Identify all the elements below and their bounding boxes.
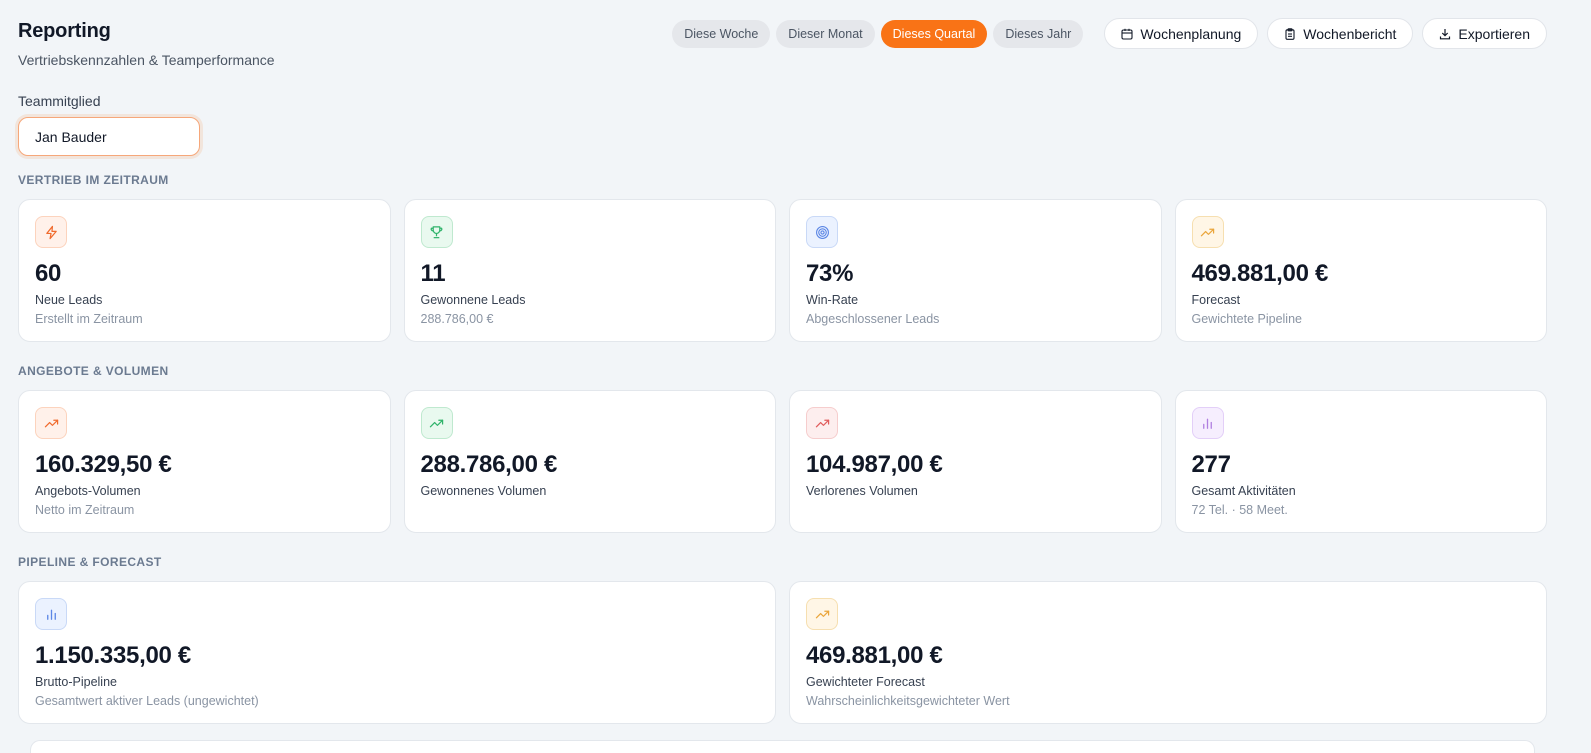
kpi-sub: Wahrscheinlichkeitsgewichteter Wert — [806, 694, 1010, 708]
trend-up-icon — [420, 407, 453, 439]
tab-dieses-jahr[interactable]: Dieses Jahr — [993, 19, 1084, 48]
sales-cards: 60 Neue Leads Erstellt im Zeitraum 11 Ge… — [18, 199, 1547, 342]
bar-chart-icon — [1191, 407, 1224, 439]
trend-up-icon — [1191, 216, 1224, 248]
period-tabs: Diese Woche Dieser Monat Dieses Quartal … — [672, 19, 1084, 48]
tab-diese-woche[interactable]: Diese Woche — [672, 19, 771, 48]
kpi-sub: Gesamtwert aktiver Leads (ungewichtet) — [35, 694, 259, 708]
section-label-pipeline: Pipeline & Forecast — [18, 555, 162, 569]
kpi-label: Win-Rate — [806, 293, 859, 307]
kpi-card-forecast: 469.881,00 € Forecast Gewichtete Pipelin… — [1174, 199, 1547, 342]
bar-chart-icon — [35, 598, 67, 630]
lightning-icon — [35, 216, 67, 248]
kpi-label: Neue Leads — [35, 293, 103, 307]
next-section-card — [30, 740, 1535, 753]
page-title: Reporting — [18, 20, 111, 42]
kpi-sub: 288.786,00 € — [420, 312, 494, 326]
kpi-sub: Abgeschlossener Leads — [806, 312, 940, 326]
kpi-card-activities: 277 Gesamt Aktivitäten 72 Tel. · 58 Meet… — [1174, 390, 1547, 533]
kpi-label: Verlorenes Volumen — [806, 484, 918, 498]
weekly-plan-label: Wochenplanung — [1140, 25, 1242, 42]
page-subtitle: Vertriebskennzahlen & Teamperformance — [18, 52, 275, 68]
trend-up-icon — [35, 407, 67, 439]
trend-up-icon — [806, 407, 838, 439]
kpi-value: 469.881,00 € — [1191, 260, 1329, 287]
kpi-sub: Netto im Zeitraum — [35, 503, 135, 517]
kpi-value: 469.881,00 € — [806, 642, 943, 669]
kpi-card-won-volume: 288.786,00 € Gewonnenes Volumen — [403, 390, 776, 533]
kpi-card-new-leads: 60 Neue Leads Erstellt im Zeitraum — [18, 199, 391, 342]
kpi-value: 104.987,00 € — [806, 451, 943, 478]
kpi-value: 288.786,00 € — [420, 451, 558, 478]
section-label-sales: Vertrieb im Zeitraum — [18, 173, 169, 187]
member-filter-label: Teammitglied — [18, 93, 101, 109]
kpi-label: Forecast — [1191, 293, 1241, 307]
export-label: Exportieren — [1458, 25, 1530, 42]
weekly-report-button[interactable]: Wochenbericht — [1267, 18, 1414, 49]
kpi-card-offer-volume: 160.329,50 € Angebots-Volumen Netto im Z… — [18, 390, 391, 533]
kpi-label: Gewonnenes Volumen — [420, 484, 547, 498]
target-icon — [806, 216, 838, 248]
kpi-sub: 72 Tel. · 58 Meet. — [1191, 503, 1288, 517]
trophy-icon — [420, 216, 453, 248]
weekly-report-label: Wochenbericht — [1303, 25, 1397, 42]
kpi-label: Gewonnene Leads — [420, 293, 526, 307]
kpi-card-weighted-forecast: 469.881,00 € Gewichteter Forecast Wahrsc… — [789, 581, 1547, 724]
kpi-card-gross-pipeline: 1.150.335,00 € Brutto-Pipeline Gesamtwer… — [18, 581, 776, 724]
kpi-value: 160.329,50 € — [35, 451, 172, 478]
kpi-label: Gesamt Aktivitäten — [1191, 484, 1296, 498]
kpi-value: 1.150.335,00 € — [35, 642, 191, 669]
toolbar: Diese Woche Dieser Monat Dieses Quartal … — [672, 18, 1547, 49]
export-button[interactable]: Exportieren — [1422, 18, 1547, 49]
pipeline-cards: 1.150.335,00 € Brutto-Pipeline Gesamtwer… — [18, 581, 1547, 724]
clipboard-icon — [1285, 27, 1295, 40]
calendar-icon — [1121, 28, 1133, 40]
kpi-card-win-rate: 73% Win-Rate Abgeschlossener Leads — [789, 199, 1162, 342]
section-label-offers: Angebote & Volumen — [18, 364, 169, 378]
offers-cards: 160.329,50 € Angebots-Volumen Netto im Z… — [18, 390, 1547, 533]
kpi-card-won-leads: 11 Gewonnene Leads 288.786,00 € — [403, 199, 776, 342]
kpi-value: 60 — [35, 260, 62, 287]
kpi-label: Angebots-Volumen — [35, 484, 141, 498]
tab-dieses-quartal[interactable]: Dieses Quartal — [880, 19, 988, 48]
kpi-value: 73% — [806, 260, 854, 287]
kpi-value: 277 — [1191, 451, 1231, 478]
kpi-label: Gewichteter Forecast — [806, 675, 925, 689]
tab-dieser-monat[interactable]: Dieser Monat — [776, 19, 875, 48]
weekly-plan-button[interactable]: Wochenplanung — [1104, 18, 1259, 49]
page-header: Reporting Vertriebskennzahlen & Teamperf… — [18, 20, 275, 68]
download-icon — [1440, 28, 1451, 39]
kpi-sub: Erstellt im Zeitraum — [35, 312, 143, 326]
kpi-value: 11 — [420, 260, 446, 287]
trend-up-icon — [806, 598, 838, 630]
member-select[interactable] — [18, 117, 200, 156]
kpi-label: Brutto-Pipeline — [35, 675, 117, 689]
kpi-card-lost-volume: 104.987,00 € Verlorenes Volumen — [789, 390, 1162, 533]
kpi-sub: Gewichtete Pipeline — [1191, 312, 1302, 326]
